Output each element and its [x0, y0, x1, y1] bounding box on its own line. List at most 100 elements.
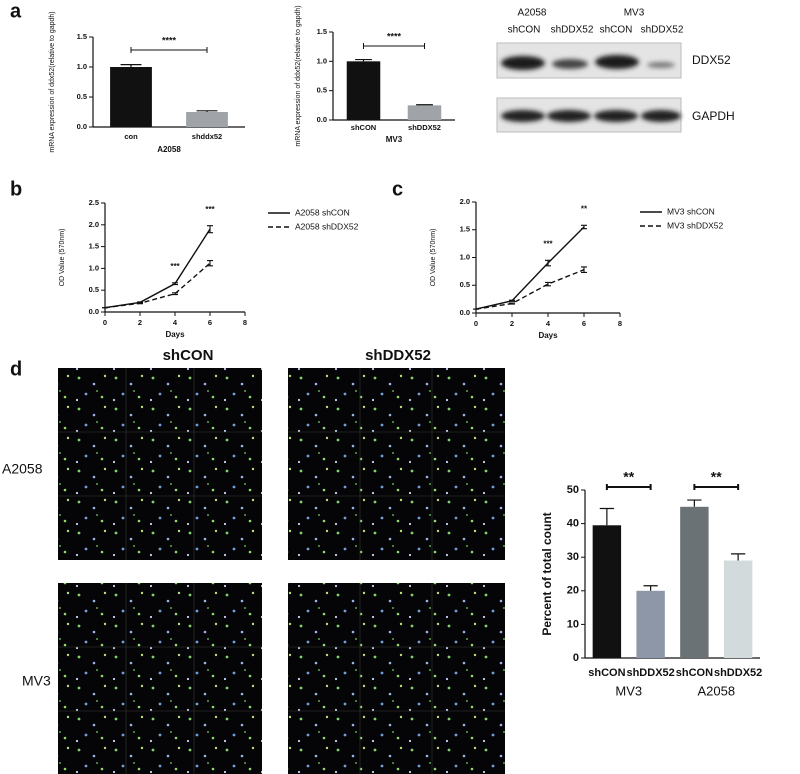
error-bar: [196, 110, 218, 112]
legend-label: A2058 shCON: [295, 207, 350, 217]
error-bar: [599, 507, 614, 526]
y-tick-label: 2.0: [89, 220, 99, 229]
x-tick-label: 6: [208, 318, 212, 327]
y-tick-label: 1.0: [317, 56, 327, 65]
blot-bands: [501, 55, 681, 122]
x-tick-label: shDDX52: [626, 667, 674, 679]
panel-letter: a: [10, 0, 22, 22]
error-bar: [137, 302, 143, 305]
error-bar: [120, 63, 142, 67]
line: [104, 262, 211, 309]
significance-bracket: [693, 484, 740, 490]
significance-label: ****: [162, 35, 177, 45]
significance-label: ***: [543, 239, 553, 248]
significance-label: ***: [170, 262, 180, 271]
tile-seams: [58, 368, 505, 774]
y-tick-label: 0.0: [460, 308, 470, 317]
error-bar: [687, 499, 702, 507]
error-bar: [581, 224, 587, 230]
x-tick-label: 6: [582, 319, 586, 328]
significance-bracket: [605, 484, 652, 490]
significance-bracket: [363, 43, 425, 49]
panel-letter: b: [10, 178, 22, 200]
y-tick-label: 1.5: [89, 242, 99, 251]
x-tick-label: shCON: [676, 667, 713, 679]
x-axis-label: MV3: [386, 135, 403, 144]
y-tick-label: 50: [567, 484, 579, 496]
x-axis-label: A2058: [157, 145, 181, 154]
column-label: shCON: [163, 347, 214, 364]
y-tick-label: 1.0: [77, 62, 87, 71]
y-tick-label: 10: [567, 618, 579, 630]
micrograph: [58, 368, 262, 560]
x-tick-label: 0: [474, 319, 478, 328]
error-bar: [509, 299, 515, 302]
y-tick-label: 0.0: [89, 307, 99, 316]
y-tick-label: 0.5: [460, 280, 470, 289]
significance-label: ****: [387, 31, 402, 41]
legend-label: A2058 shDDX52: [295, 221, 359, 231]
x-tick-label: 4: [546, 319, 551, 328]
blot-band-label: GAPDH: [692, 109, 735, 123]
x-tick-label: shCON: [588, 667, 625, 679]
bar: [407, 105, 442, 120]
y-tick-label: 1.5: [77, 32, 87, 41]
line: [475, 269, 585, 310]
error-bar: [545, 259, 551, 267]
group-label: MV3: [615, 683, 642, 698]
error-bar: [545, 281, 551, 287]
significance-label: **: [581, 204, 588, 213]
significance-label: **: [711, 469, 722, 485]
blot-cell-line: A2058: [518, 8, 547, 19]
panel-letter: c: [392, 178, 403, 200]
blot-condition: shDDX52: [551, 25, 594, 36]
legend-label: MV3 shDDX52: [667, 220, 723, 230]
row-label: A2058: [2, 461, 43, 477]
x-tick-label: shDDX52: [714, 667, 762, 679]
y-tick-label: 0.0: [77, 122, 87, 131]
y-tick-label: 1.5: [460, 225, 470, 234]
x-tick-label: shCON: [351, 123, 376, 132]
x-tick-label: 8: [243, 318, 247, 327]
y-tick-label: 20: [567, 585, 579, 597]
legend-label: MV3 shCON: [667, 206, 715, 216]
blot-condition: shCON: [508, 25, 541, 36]
y-tick-label: 0.5: [77, 92, 87, 101]
bar: [186, 112, 228, 127]
error-bar: [509, 302, 515, 305]
y-axis-label: OD Value (570nm): [430, 229, 437, 287]
western-blot: A2058 MV3 shCON shDDX52 shCON shDDX52 DD…: [496, 8, 735, 133]
error-bar: [355, 58, 372, 62]
y-tick-label: 0.5: [317, 86, 327, 95]
x-axis-label: Days: [165, 330, 185, 339]
panel-letter: d: [10, 358, 22, 380]
y-tick-label: 1.0: [89, 263, 99, 272]
row-label: MV3: [22, 673, 51, 689]
bar: [346, 61, 381, 120]
bar: [680, 506, 709, 658]
micrograph: [58, 583, 262, 774]
bar: [592, 525, 622, 658]
micrograph: [288, 368, 505, 560]
y-axis-label: mRNA expression of ddx52(relative to gap…: [49, 11, 56, 152]
y-axis-label: OD Value (570nm): [59, 229, 66, 287]
error-bar: [416, 104, 433, 106]
y-tick-label: 0.0: [317, 115, 327, 124]
error-bar: [172, 292, 178, 296]
x-tick-label: shDDX52: [408, 123, 441, 132]
blot-condition: shDDX52: [641, 25, 684, 36]
bar: [110, 67, 152, 127]
micrographs: shCON shDDX52 A2058 MV3: [2, 347, 505, 774]
y-tick-label: 1.5: [317, 27, 327, 36]
line: [104, 228, 211, 309]
y-tick-label: 2.0: [460, 197, 470, 206]
x-tick-label: 2: [138, 318, 142, 327]
x-tick-label: 4: [173, 318, 178, 327]
error-bar: [581, 266, 587, 274]
blot-cell-line: MV3: [624, 8, 645, 19]
y-tick-label: 2.5: [89, 198, 99, 207]
significance-label: ***: [205, 205, 215, 214]
y-tick-label: 0.5: [89, 285, 99, 294]
y-tick-label: 1.0: [460, 252, 470, 261]
